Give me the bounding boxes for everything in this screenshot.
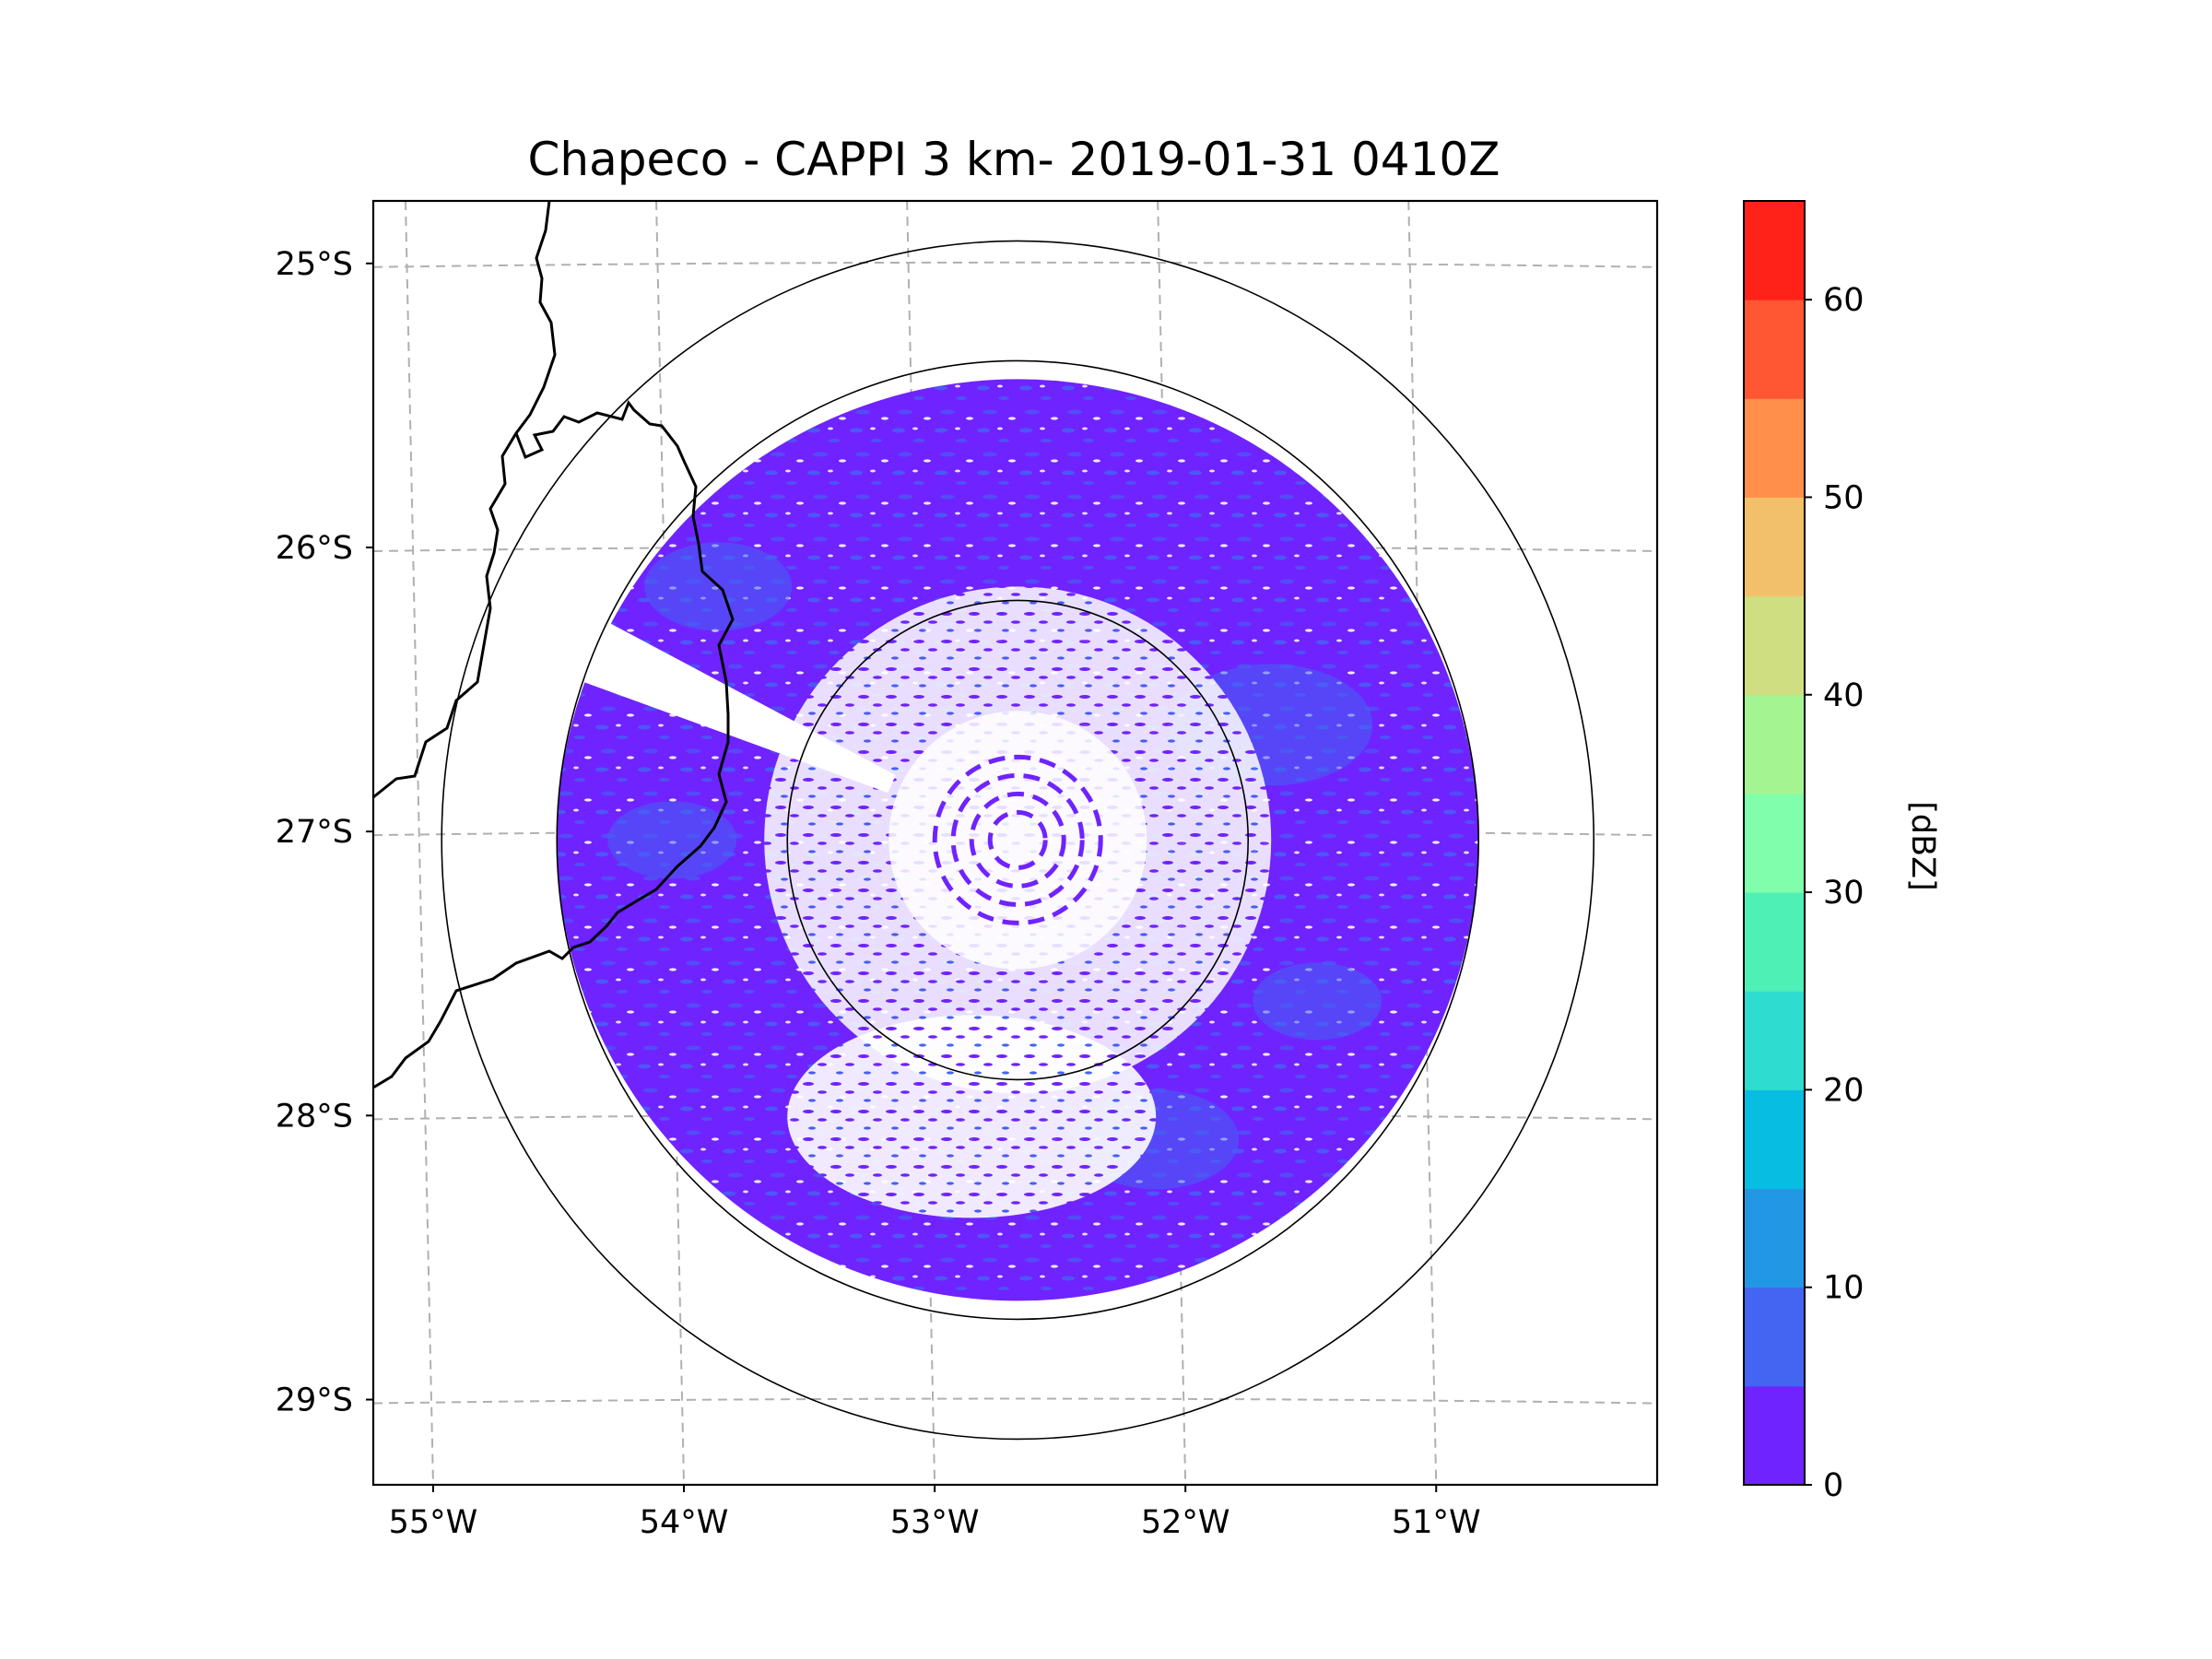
colorbar-tick-label: 60 (1823, 282, 1865, 319)
colorbar-segment (1744, 1188, 1805, 1288)
radar-echo-patch (607, 801, 737, 879)
clutter-ring (950, 772, 1085, 907)
lon-tick-label: 55°W (389, 1504, 478, 1541)
colorbar-frame (1743, 200, 1806, 1486)
colorbar-segment (1744, 892, 1805, 992)
colorbar-segment (1744, 1385, 1805, 1486)
country-border (373, 201, 557, 799)
clutter-ring (969, 791, 1066, 888)
beam-blocked-sector (582, 622, 896, 794)
grid-line-lon (1407, 201, 1438, 1485)
grid-line-lat (373, 261, 1657, 268)
colorbar-segment (1744, 201, 1805, 300)
colorbar-segment (1744, 1089, 1805, 1190)
grid-line-lon (404, 201, 434, 1485)
lat-tick-label: 25°S (276, 246, 353, 283)
range-ring (556, 359, 1480, 1321)
colorbar-segment (1744, 595, 1805, 696)
lat-tick-label: 27°S (276, 814, 353, 851)
colorbar-segment (1744, 398, 1805, 498)
country-border (373, 399, 735, 1089)
lon-tick-label: 52°W (1141, 1504, 1230, 1541)
colorbar-tick-label: 0 (1823, 1467, 1843, 1504)
range-ring (441, 240, 1595, 1441)
clutter-ring (932, 754, 1103, 925)
colorbar-segment (1744, 694, 1805, 794)
map-frame (371, 199, 1659, 1487)
radar-echo-patch (1253, 962, 1382, 1041)
colorbar-segment (1744, 793, 1805, 893)
lat-tick-label: 26°S (276, 530, 353, 567)
colorbar-tick-label: 40 (1823, 677, 1865, 714)
lat-tick-label: 28°S (276, 1098, 353, 1135)
colorbar-tick-label: 20 (1823, 1072, 1865, 1109)
colorbar-segment (1744, 300, 1805, 399)
clutter-ring (987, 809, 1048, 870)
map-area (373, 201, 1657, 1485)
colorbar-tick-label: 10 (1823, 1270, 1865, 1307)
grid-line-lon (655, 201, 686, 1485)
grid-line-lat (373, 1113, 1657, 1121)
radar-clear-core (888, 711, 1147, 970)
lon-tick-label: 51°W (1392, 1504, 1481, 1541)
colorbar-label: [dBZ] (1904, 801, 1941, 891)
grid-line-lat (373, 545, 1657, 552)
chart-title: Chapeco - CAPPI 3 km- 2019-01-31 0410Z (528, 133, 1500, 186)
grid-line-lat (373, 1397, 1657, 1405)
colorbar-segment (1744, 497, 1805, 597)
colorbar-tick-label: 30 (1823, 875, 1865, 912)
range-ring (786, 599, 1250, 1081)
lon-tick-label: 53°W (890, 1504, 980, 1541)
axis-ticks: 55°W 54°W 53°W 52°W 51°W 25°S 26°S 27°S 28°S 29°S (276, 246, 1481, 1541)
colorbar: 0 10 20 30 40 50 60 [dBZ] (1743, 200, 1941, 1504)
colorbar-segment (1744, 1287, 1805, 1387)
colorbar-segment (1744, 991, 1805, 1090)
lon-tick-label: 54°W (640, 1504, 729, 1541)
lat-tick-label: 29°S (276, 1382, 353, 1419)
colorbar-tick-label: 50 (1823, 479, 1865, 516)
